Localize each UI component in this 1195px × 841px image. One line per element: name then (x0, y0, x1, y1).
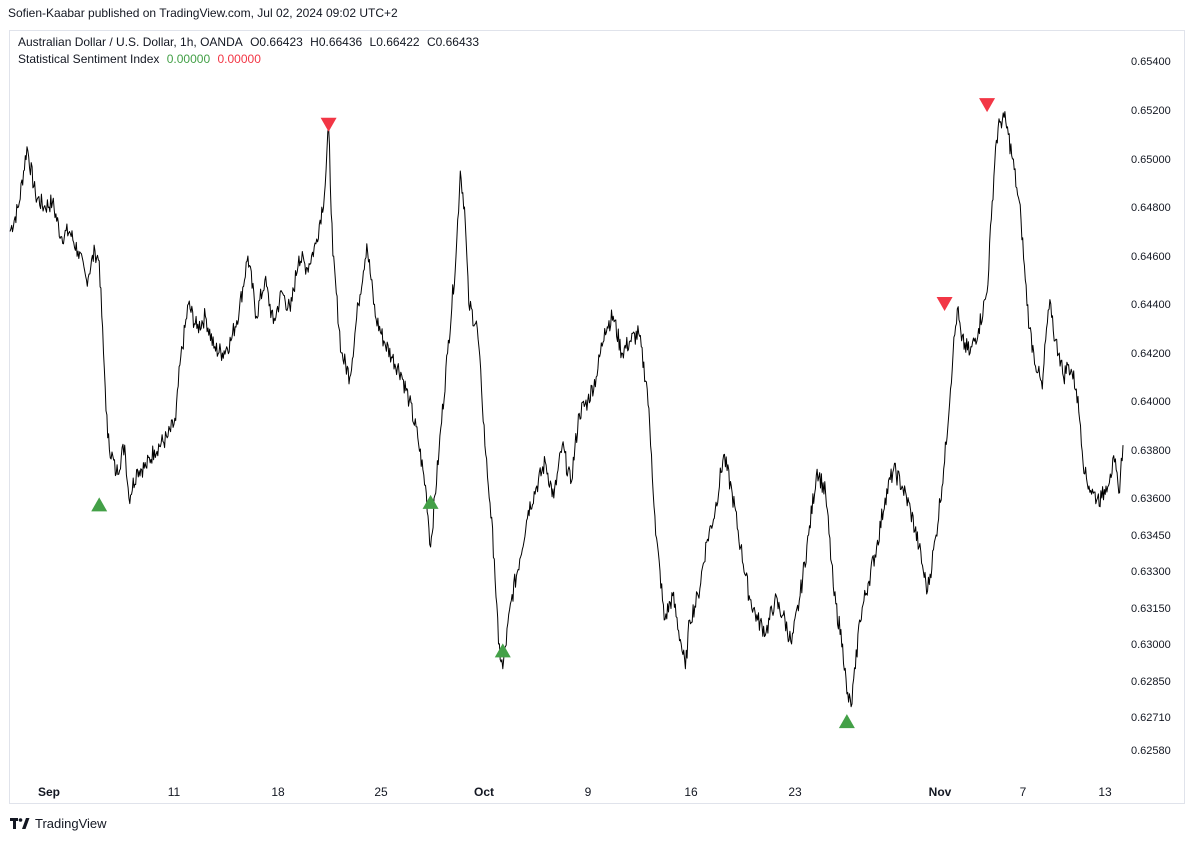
indicator-legend[interactable]: Statistical Sentiment Index 0.00000 0.00… (18, 52, 265, 66)
buy-signal-marker (91, 497, 108, 512)
y-axis-tick-label: 0.63000 (1131, 639, 1171, 651)
x-axis-tick-label: Sep (38, 785, 60, 799)
x-axis-tick-label: 7 (1020, 785, 1027, 799)
chart-frame[interactable] (9, 30, 1185, 804)
x-axis-tick-label: 11 (168, 785, 181, 799)
tradingview-logo-icon (10, 817, 30, 829)
x-axis-tick-label: 9 (585, 785, 592, 799)
footer: TradingView (10, 816, 107, 831)
indicator-value-1: 0.00000 (166, 52, 211, 66)
y-axis-tick-label: 0.65400 (1131, 56, 1171, 68)
y-axis-tick-label: 0.64600 (1131, 251, 1171, 263)
x-axis-tick-label: 18 (271, 785, 285, 799)
buy-signal-marker (494, 643, 511, 658)
y-axis-tick-label: 0.64000 (1131, 396, 1171, 408)
sell-signal-marker (936, 297, 953, 311)
ohlc-close: C0.66433 (426, 35, 479, 49)
y-axis-tick-label: 0.64200 (1131, 348, 1171, 360)
ohlc-open: O0.66423 (250, 35, 303, 49)
ohlc-high: H0.66436 (310, 35, 363, 49)
y-axis-tick-label: 0.64800 (1131, 202, 1171, 214)
y-axis-tick-label: 0.65000 (1131, 154, 1171, 166)
footer-brand: TradingView (35, 816, 107, 831)
x-axis-tick-label: Oct (474, 785, 494, 799)
y-axis-tick-label: 0.62580 (1131, 745, 1171, 757)
buy-signal-marker (838, 714, 855, 729)
indicator-value-2: 0.00000 (217, 52, 261, 66)
y-axis-tick-label: 0.62710 (1131, 712, 1171, 724)
y-axis[interactable]: 0.65400 0.65200 0.65000 0.64800 0.64600 0.644… (1131, 56, 1171, 757)
y-axis-tick-label: 0.62850 (1131, 676, 1171, 688)
symbol-name: Australian Dollar / U.S. Dollar, 1h, OAN… (18, 35, 243, 49)
x-axis-tick-label: 16 (684, 785, 698, 799)
y-axis-tick-label: 0.63450 (1131, 530, 1171, 542)
indicator-name: Statistical Sentiment Index (18, 52, 160, 66)
buy-signal-marker (422, 494, 439, 509)
y-axis-tick-label: 0.65200 (1131, 105, 1171, 117)
publisher-line: Sofien-Kaabar published on TradingView.c… (8, 6, 398, 20)
y-axis-tick-label: 0.64400 (1131, 299, 1171, 311)
x-axis-tick-label: Nov (929, 785, 952, 799)
y-axis-tick-label: 0.63800 (1131, 445, 1171, 457)
sell-signal-marker (320, 117, 337, 132)
y-axis-tick-label: 0.63300 (1131, 566, 1171, 578)
x-axis-tick-label: 13 (1098, 785, 1112, 799)
y-axis-tick-label: 0.63600 (1131, 493, 1171, 505)
symbol-legend[interactable]: Australian Dollar / U.S. Dollar, 1h, OAN… (18, 35, 483, 49)
marker-layer (91, 98, 996, 729)
x-axis[interactable]: Sep 11 18 25 Oct 9 16 23 Nov 7 13 (38, 785, 1112, 799)
sell-signal-marker (979, 98, 996, 113)
price-line (9, 111, 1124, 708)
series-layer (9, 111, 1124, 708)
x-axis-tick-label: 25 (374, 785, 388, 799)
y-axis-tick-label: 0.63150 (1131, 603, 1171, 615)
x-axis-tick-label: 23 (788, 785, 802, 799)
ohlc-low: L0.66422 (369, 35, 420, 49)
